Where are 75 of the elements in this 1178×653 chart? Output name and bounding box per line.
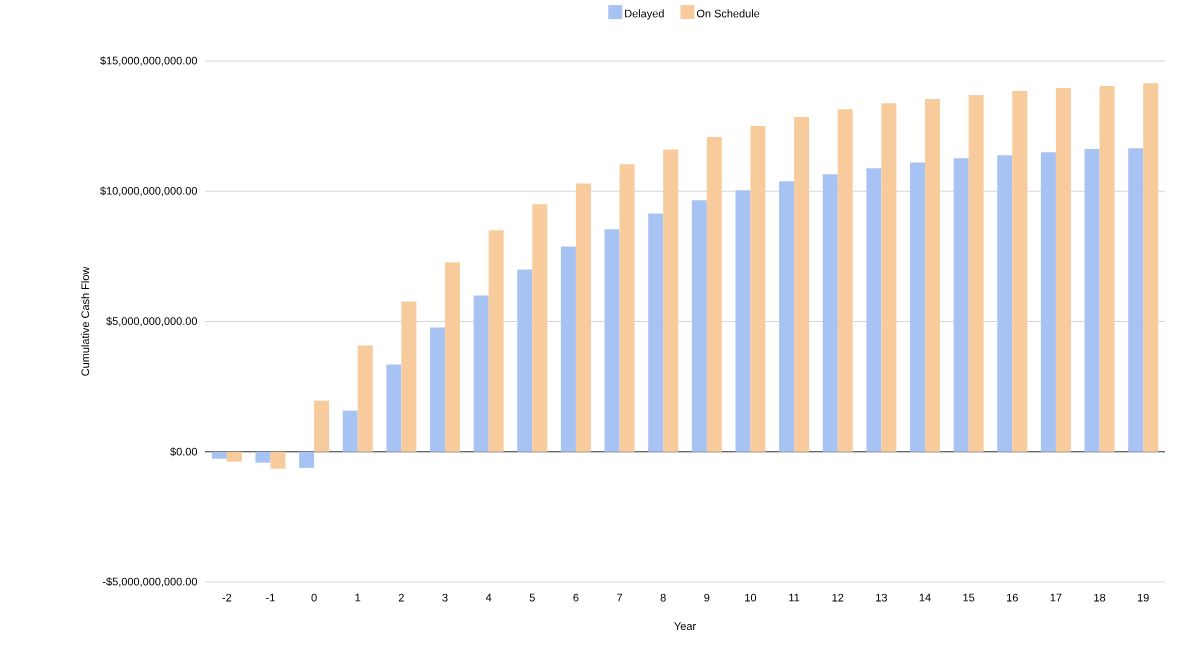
bar [1055, 88, 1071, 452]
x-tick-label: -1 [266, 593, 275, 602]
legend-label: Delayed [625, 9, 664, 20]
bar [532, 204, 548, 452]
bar [794, 116, 810, 452]
x-tick-label: 14 [919, 593, 931, 602]
bar [314, 400, 330, 452]
bar [910, 162, 926, 452]
legend-label: On Schedule [696, 9, 760, 18]
bar [488, 230, 504, 452]
bar [560, 246, 576, 452]
bar [1099, 85, 1115, 452]
bar [445, 262, 461, 452]
x-tick-label: 0 [311, 593, 317, 602]
y-tick-label: $10,000,000,000.00 [100, 186, 198, 196]
x-tick-label: 12 [832, 593, 844, 602]
x-tick-label: 13 [876, 593, 887, 602]
x-tick-label: 18 [1094, 593, 1106, 602]
bar [1128, 148, 1144, 452]
bar [925, 99, 941, 452]
bar [473, 295, 489, 452]
bar [691, 200, 707, 452]
bar [211, 451, 227, 459]
bar [735, 190, 751, 452]
bar [663, 149, 679, 452]
x-tick-label: 17 [1050, 593, 1062, 602]
bar [750, 126, 766, 452]
x-tick-label: 11 [789, 593, 800, 602]
bar [968, 95, 984, 452]
bar [1040, 152, 1056, 452]
x-tick-label: 6 [573, 593, 579, 602]
x-tick-label: 15 [963, 593, 975, 602]
bar [881, 103, 897, 452]
bar [837, 109, 853, 452]
bar [1012, 90, 1028, 452]
x-tick-label: 4 [485, 593, 492, 602]
bar [648, 213, 664, 452]
bar [299, 451, 315, 468]
x-tick-label: 9 [704, 593, 710, 602]
bar [779, 181, 795, 452]
bar [604, 229, 620, 452]
x-tick-label: 10 [745, 593, 757, 602]
y-axis-title: Cumulative Cash Flow [81, 266, 90, 376]
x-tick-label: 16 [1007, 593, 1018, 602]
y-tick-label: -$5,000,000,000.00 [102, 577, 198, 587]
bar [1084, 149, 1100, 452]
bar [386, 364, 402, 452]
x-tick-label: 2 [398, 593, 404, 602]
x-tick-label: 1 [355, 593, 361, 602]
y-tick-label: $15,000,000,000.00 [100, 56, 198, 66]
bar [517, 269, 533, 452]
bar [255, 451, 271, 463]
x-tick-label: 3 [442, 593, 448, 602]
x-tick-label: 5 [529, 593, 535, 602]
bar [866, 168, 882, 452]
x-tick-label: 8 [660, 593, 666, 602]
y-tick-label: $0.00 [170, 447, 198, 457]
x-axis-title: Year [674, 622, 696, 631]
bar [226, 451, 242, 462]
bar [822, 174, 838, 452]
bar [342, 410, 358, 452]
bar [430, 327, 446, 452]
x-tick-label: -2 [222, 593, 232, 602]
bar [401, 301, 417, 452]
bar [997, 155, 1013, 452]
bar [619, 164, 635, 452]
bar [953, 158, 969, 452]
bar [575, 183, 591, 452]
x-tick-label: 19 [1137, 593, 1149, 602]
bar [1143, 83, 1159, 452]
bar [357, 345, 373, 452]
y-tick-label: $5,000,000,000.00 [106, 316, 198, 327]
bar [706, 137, 722, 452]
x-tick-label: 7 [617, 593, 623, 602]
bar [270, 451, 286, 469]
